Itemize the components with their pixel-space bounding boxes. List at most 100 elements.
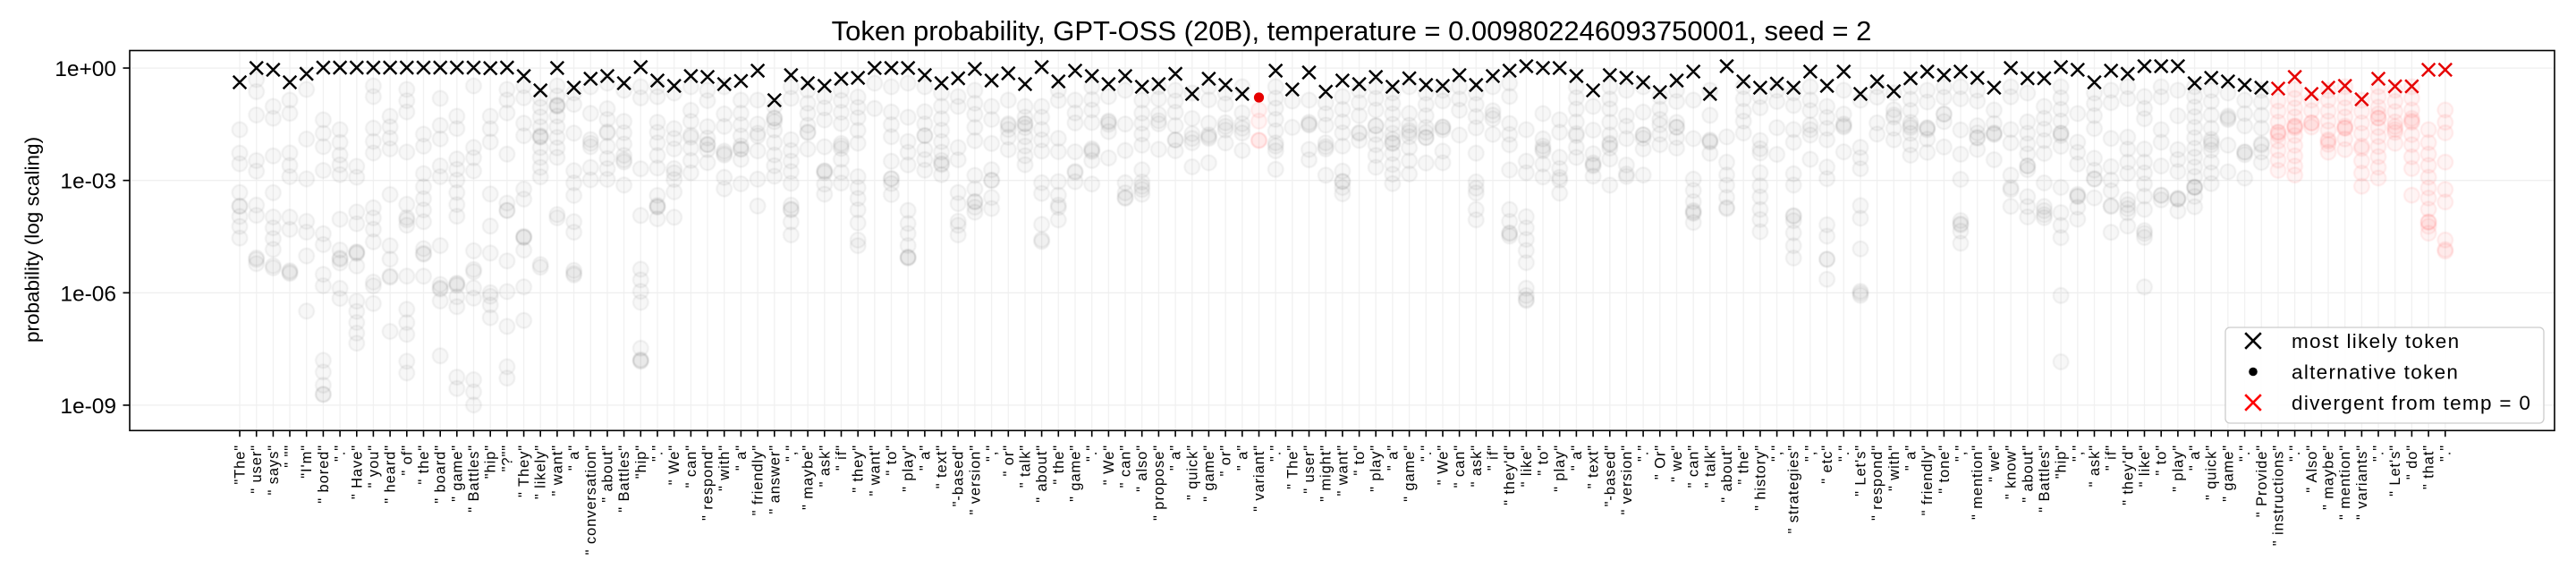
svg-text:" text": " text" (1586, 445, 1602, 488)
svg-text:" the": " the" (1051, 445, 1067, 485)
svg-text:" mention": " mention" (2337, 445, 2353, 520)
svg-text:"The": "The" (233, 445, 249, 485)
svg-text:" talk": " talk" (1702, 445, 1718, 488)
svg-text:" we": " we" (1669, 445, 1685, 482)
svg-text:" or": " or" (1218, 445, 1234, 476)
svg-text:" game": " game" (1402, 445, 1418, 502)
svg-text:" text": " text" (934, 445, 950, 488)
svg-text:" game": " game" (1068, 445, 1084, 502)
svg-text:" about": " about" (1719, 445, 1735, 503)
svg-text:".": "." (2237, 445, 2253, 462)
svg-text:" version": " version" (1619, 445, 1635, 515)
svg-text:" they'd": " they'd" (2120, 445, 2136, 505)
svg-text:" The": " The" (1284, 445, 1301, 489)
svg-text:" heard": " heard" (383, 445, 399, 504)
svg-text:" quick": " quick" (1184, 445, 1200, 500)
svg-text:" a": " a" (917, 445, 933, 471)
svg-text:" the": " the" (1736, 445, 1752, 485)
svg-text:".": "." (1084, 445, 1100, 462)
svg-text:" strategies": " strategies" (1786, 445, 1802, 534)
svg-text:" want": " want" (1335, 445, 1351, 496)
svg-text:" "": " "" (283, 445, 299, 468)
svg-text:" like": " like" (1519, 445, 1535, 487)
svg-text:" a": " a" (2187, 445, 2203, 471)
svg-text:" you": " you" (366, 445, 382, 488)
svg-text:" to": " to" (1352, 445, 1368, 476)
svg-text:" to": " to" (2154, 445, 2170, 476)
svg-text:" if": " if" (1486, 445, 1502, 471)
svg-text:1e-03: 1e-03 (60, 170, 116, 194)
svg-text:" they": " they" (851, 445, 867, 493)
svg-text:" version": " version" (967, 445, 983, 515)
svg-text:" maybe": " maybe" (2321, 445, 2337, 510)
svg-text:"?"": "?"" (499, 445, 515, 471)
svg-text:1e-09: 1e-09 (60, 395, 116, 419)
svg-text:" We": " We" (1101, 445, 1117, 485)
svg-text:" conversation": " conversation" (583, 445, 599, 555)
svg-text:" can": " can" (1452, 445, 1468, 488)
svg-text:".": "." (2437, 445, 2453, 462)
svg-text:" ask": " ask" (1469, 445, 1485, 487)
svg-text:" might": " might" (1318, 445, 1335, 502)
svg-text:" about": " about" (600, 445, 616, 503)
svg-text:" ask": " ask" (2087, 445, 2103, 487)
svg-text:" says": " says" (266, 445, 282, 496)
svg-text:" game": " game" (449, 445, 465, 502)
svg-text:" variant": " variant" (1251, 445, 1267, 512)
svg-text:" about": " about" (2020, 445, 2036, 503)
svg-text:"I'm": "I'm" (299, 445, 315, 479)
svg-text:" a": " a" (733, 445, 750, 471)
svg-text:" know": " know" (2004, 445, 2020, 499)
svg-text:" respond": " respond" (1869, 445, 1885, 521)
svg-text:" a": " a" (1903, 445, 1919, 471)
svg-text:" quick": " quick" (2204, 445, 2220, 500)
svg-text:" with": " with" (1886, 445, 1902, 491)
svg-text:" Let's": " Let's" (1853, 445, 1869, 496)
svg-text:" Battles": " Battles" (616, 445, 632, 513)
svg-text:".": "." (1419, 445, 1435, 462)
svg-text:" They": " They" (516, 445, 532, 497)
svg-text:1e+00: 1e+00 (55, 57, 116, 81)
svg-text:",": "," (2070, 445, 2086, 462)
svg-text:"hip": "hip" (483, 445, 499, 479)
svg-text:",": "," (1769, 445, 1785, 462)
svg-text:" do": " do" (2404, 445, 2420, 479)
svg-text:".": "." (2371, 445, 2387, 462)
svg-text:" We": " We" (666, 445, 682, 485)
svg-text:" user": " user" (249, 445, 265, 494)
svg-text:" propose": " propose" (1151, 445, 1167, 521)
svg-text:",": "," (1953, 445, 1970, 462)
svg-text:1e-06: 1e-06 (60, 282, 116, 306)
svg-text:"hip": "hip" (2054, 445, 2070, 479)
svg-text:" we": " we" (1987, 445, 2003, 482)
svg-text:" want": " want" (549, 445, 565, 496)
svg-text:" maybe": " maybe" (801, 445, 817, 510)
svg-text:" ask": " ask" (817, 445, 833, 487)
svg-text:" tone": " tone" (1936, 445, 1953, 494)
svg-text:" bored": " bored" (316, 445, 332, 504)
svg-text:" etc": " etc" (1819, 445, 1835, 484)
svg-text:" about": " about" (1034, 445, 1050, 503)
svg-text:".": "." (1268, 445, 1284, 462)
svg-text:most likely token: most likely token (2292, 330, 2460, 352)
svg-text:" Have": " Have" (349, 445, 365, 499)
svg-text:" want": " want" (867, 445, 883, 496)
svg-text:" history": " history" (1752, 445, 1768, 511)
svg-text:",": "," (784, 445, 800, 462)
svg-text:probability (log scaling): probability (log scaling) (21, 137, 44, 343)
svg-text:" if": " if" (2104, 445, 2120, 471)
svg-text:" that": " that" (2421, 445, 2437, 489)
svg-text:" game": " game" (2220, 445, 2236, 502)
svg-text:" can": " can" (683, 445, 699, 488)
svg-text:" friendly": " friendly" (1919, 445, 1936, 515)
svg-text:"hip": "hip" (633, 445, 649, 479)
svg-text:" answer": " answer" (767, 445, 783, 514)
svg-text:" Battles": " Battles" (466, 445, 482, 513)
svg-text:" or": " or" (1001, 445, 1017, 476)
svg-text:" a": " a" (1569, 445, 1585, 471)
svg-text:" can": " can" (1686, 445, 1702, 488)
svg-text:" Let's": " Let's" (2387, 445, 2403, 496)
svg-text:" play": " play" (1368, 445, 1385, 492)
svg-text:" if": " if" (834, 445, 850, 471)
svg-text:" instructions": " instructions" (2271, 445, 2287, 546)
